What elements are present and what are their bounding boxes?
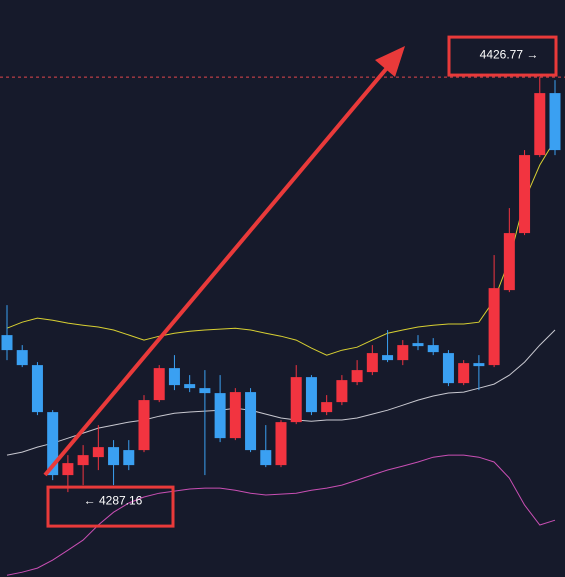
- candle-body: [77, 455, 89, 466]
- candle-body: [153, 368, 165, 401]
- candle-body: [1, 335, 13, 351]
- candle-body: [123, 450, 135, 466]
- candle-body: [260, 450, 272, 466]
- candle-body: [214, 393, 226, 439]
- candle-body: [31, 365, 43, 413]
- candle-body: [92, 447, 104, 458]
- high-label: 4426.77 →: [480, 47, 539, 61]
- indicator-line: [6, 139, 556, 356]
- candle-body: [62, 463, 74, 476]
- candle-body: [47, 412, 59, 476]
- candle-body: [305, 377, 317, 413]
- candle-body: [534, 93, 546, 156]
- candle-body: [473, 363, 485, 367]
- candle-body: [16, 350, 28, 366]
- candle-body: [519, 155, 531, 234]
- candle-body: [427, 345, 439, 353]
- candle-body: [382, 355, 394, 361]
- candle-body: [108, 447, 120, 466]
- candle-body: [290, 377, 302, 423]
- candle-body: [245, 392, 257, 451]
- candle-body: [397, 345, 409, 361]
- candle-body: [412, 343, 424, 347]
- trend-arrow-head: [375, 46, 405, 77]
- candle-body: [199, 388, 211, 394]
- candle-body: [229, 392, 241, 439]
- candle-body: [184, 384, 196, 389]
- candle-body: [351, 370, 363, 383]
- candle-body: [138, 400, 150, 451]
- candle-body: [321, 402, 333, 413]
- candle-body: [336, 380, 348, 403]
- label-box: [46, 485, 175, 528]
- candle-body: [549, 93, 561, 151]
- candle-body: [442, 353, 454, 384]
- candle-body: [488, 288, 500, 366]
- candle-body: [168, 368, 180, 386]
- low-label: ← 4287.16: [84, 493, 143, 507]
- candle-body: [366, 353, 378, 373]
- label-box: [447, 35, 558, 77]
- candle-body: [458, 363, 470, 384]
- candle-body: [275, 422, 287, 466]
- candle-body: [503, 233, 515, 291]
- trend-arrow: [43, 60, 394, 477]
